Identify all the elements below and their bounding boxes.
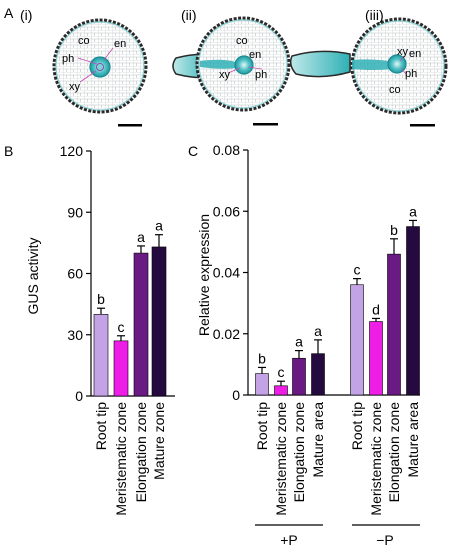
y-tick-label: 90: [67, 204, 83, 220]
bar: [369, 321, 383, 396]
x-tick-label: Elongation zone: [386, 402, 402, 503]
y-tick-label: 0.08: [213, 142, 240, 158]
significance-letter: b: [97, 291, 105, 307]
label-co: co: [236, 35, 248, 47]
bar: [292, 357, 306, 396]
label-en: en: [249, 49, 261, 61]
bar: [93, 314, 109, 397]
bar: [255, 373, 269, 396]
label-ph: ph: [62, 53, 74, 65]
micrograph-label-ii: (ii): [181, 7, 197, 23]
label-ph: ph: [405, 68, 417, 80]
significance-letter: d: [372, 301, 380, 317]
bar: [311, 353, 325, 396]
x-tick-label: Meristematic zone: [368, 402, 384, 516]
bar: [151, 246, 167, 397]
chart-b: 0 30 60 90 120 b Root tip c Meristematic zone a El…: [60, 143, 175, 516]
group-label: +P: [280, 532, 298, 548]
micrograph-label-i: (i): [20, 7, 32, 23]
label-xy: xy: [397, 46, 409, 58]
panel-letter-c: C: [188, 143, 198, 159]
x-tick-label: Elongation zone: [133, 402, 149, 503]
label-xy: xy: [69, 81, 81, 93]
x-tick-label: Meristematic zone: [113, 402, 129, 516]
bar: [387, 253, 401, 396]
micrograph-iii: (iii) xy en ph co: [289, 7, 448, 127]
significance-letter: a: [137, 229, 145, 245]
label-xy: xy: [219, 69, 231, 81]
x-tick-label: Root tip: [93, 402, 109, 450]
significance-letter: a: [409, 203, 417, 219]
y-tick-label: 0.04: [213, 265, 240, 281]
label-co: co: [78, 35, 90, 47]
significance-letter: c: [278, 364, 285, 380]
significance-letter: c: [354, 262, 361, 278]
y-tick-label: 120: [60, 143, 84, 159]
significance-letter: c: [118, 319, 125, 335]
bar: [133, 252, 149, 397]
x-tick-label: Mature area: [310, 402, 326, 478]
micrograph-i: (i) co en ph xy: [20, 7, 148, 127]
chart-c: 0 0.02 0.04 0.06 0.08 b Root tip c Meristematic …: [213, 142, 421, 548]
chart-c-ylabel: Relative expression: [196, 214, 212, 336]
significance-letter: b: [258, 350, 266, 366]
y-tick-label: 60: [67, 266, 83, 282]
micrograph-label-iii: (iii): [365, 7, 384, 23]
bar: [406, 226, 420, 396]
scale-bar: [253, 123, 278, 126]
significance-letter: a: [295, 334, 303, 350]
x-tick-label: Mature zone: [151, 402, 167, 480]
x-tick-label: Meristematic zone: [273, 402, 289, 516]
panel-letter-b: B: [4, 143, 13, 159]
significance-letter: b: [390, 222, 398, 238]
scale-bar: [118, 124, 142, 127]
chart-b-ylabel: GUS activity: [25, 237, 41, 314]
y-tick-label: 0.06: [213, 203, 240, 219]
x-tick-label: Mature area: [405, 402, 421, 478]
x-tick-label: Root tip: [349, 402, 365, 450]
x-tick-label: Root tip: [254, 402, 270, 450]
y-tick-label: 30: [67, 327, 83, 343]
label-en: en: [409, 48, 421, 60]
y-tick-label: 0.02: [213, 326, 240, 342]
scale-bar: [410, 124, 435, 127]
y-tick-label: 0: [232, 387, 240, 403]
panel-letter-a: A: [4, 5, 14, 21]
label-ph: ph: [255, 69, 267, 81]
x-tick-label: Elongation zone: [291, 402, 307, 503]
bar: [274, 385, 288, 396]
group-label: −P: [376, 532, 394, 548]
micrograph-ii: (ii) co en ph xy: [172, 7, 291, 126]
label-co: co: [389, 84, 401, 96]
bar: [113, 340, 129, 397]
significance-letter: a: [155, 218, 163, 234]
significance-letter: a: [314, 323, 322, 339]
y-tick-label: 0: [75, 388, 83, 404]
bar: [350, 284, 364, 396]
label-en: en: [114, 38, 126, 50]
